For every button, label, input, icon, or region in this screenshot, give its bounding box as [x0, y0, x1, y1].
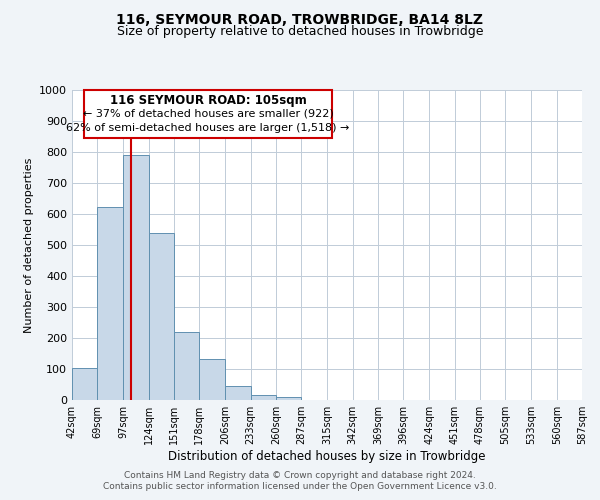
Bar — [251, 396, 276, 400]
Text: 116, SEYMOUR ROAD, TROWBRIDGE, BA14 8LZ: 116, SEYMOUR ROAD, TROWBRIDGE, BA14 8LZ — [116, 12, 484, 26]
Text: ← 37% of detached houses are smaller (922): ← 37% of detached houses are smaller (92… — [83, 108, 334, 118]
Bar — [199, 359, 226, 400]
Text: Contains HM Land Registry data © Crown copyright and database right 2024.: Contains HM Land Registry data © Crown c… — [124, 471, 476, 480]
Bar — [226, 386, 251, 400]
Text: 116 SEYMOUR ROAD: 105sqm: 116 SEYMOUR ROAD: 105sqm — [110, 94, 307, 106]
Bar — [174, 332, 199, 400]
Text: 62% of semi-detached houses are larger (1,518) →: 62% of semi-detached houses are larger (… — [67, 122, 350, 132]
Text: Contains public sector information licensed under the Open Government Licence v3: Contains public sector information licen… — [103, 482, 497, 491]
Bar — [276, 397, 301, 400]
Bar — [97, 207, 124, 400]
Bar — [124, 155, 149, 400]
Y-axis label: Number of detached properties: Number of detached properties — [23, 158, 34, 332]
Bar — [149, 233, 174, 400]
Text: Size of property relative to detached houses in Trowbridge: Size of property relative to detached ho… — [117, 25, 483, 38]
FancyBboxPatch shape — [84, 90, 332, 138]
Bar — [72, 368, 97, 400]
X-axis label: Distribution of detached houses by size in Trowbridge: Distribution of detached houses by size … — [168, 450, 486, 463]
